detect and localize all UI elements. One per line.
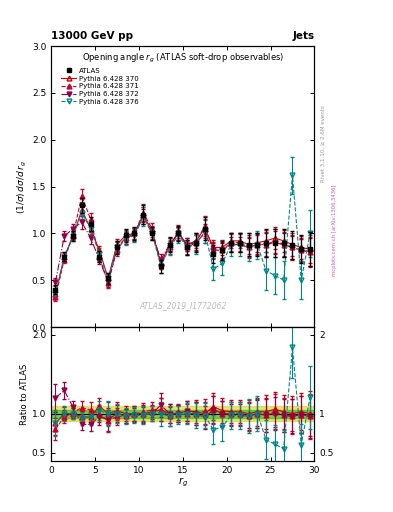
Text: Rivet 3.1.10, ≥ 2.6M events: Rivet 3.1.10, ≥ 2.6M events bbox=[320, 105, 325, 182]
Bar bbox=[51, 410, 314, 417]
Text: Opening angle $r_g$ (ATLAS soft-drop observables): Opening angle $r_g$ (ATLAS soft-drop obs… bbox=[82, 52, 284, 65]
X-axis label: $r_g$: $r_g$ bbox=[178, 476, 188, 489]
Text: 13000 GeV pp: 13000 GeV pp bbox=[51, 31, 133, 41]
Text: mcplots.cern.ch [arXiv:1306.3436]: mcplots.cern.ch [arXiv:1306.3436] bbox=[332, 185, 337, 276]
Bar bbox=[51, 406, 314, 421]
Text: Jets: Jets bbox=[292, 31, 314, 41]
Legend: ATLAS, Pythia 6.428 370, Pythia 6.428 371, Pythia 6.428 372, Pythia 6.428 376: ATLAS, Pythia 6.428 370, Pythia 6.428 37… bbox=[60, 67, 140, 106]
Y-axis label: Ratio to ATLAS: Ratio to ATLAS bbox=[20, 364, 29, 424]
Text: ATLAS_2019_I1772062: ATLAS_2019_I1772062 bbox=[139, 301, 226, 310]
Y-axis label: $(1/\sigma)\,d\sigma/d\,r_g$: $(1/\sigma)\,d\sigma/d\,r_g$ bbox=[16, 160, 29, 214]
